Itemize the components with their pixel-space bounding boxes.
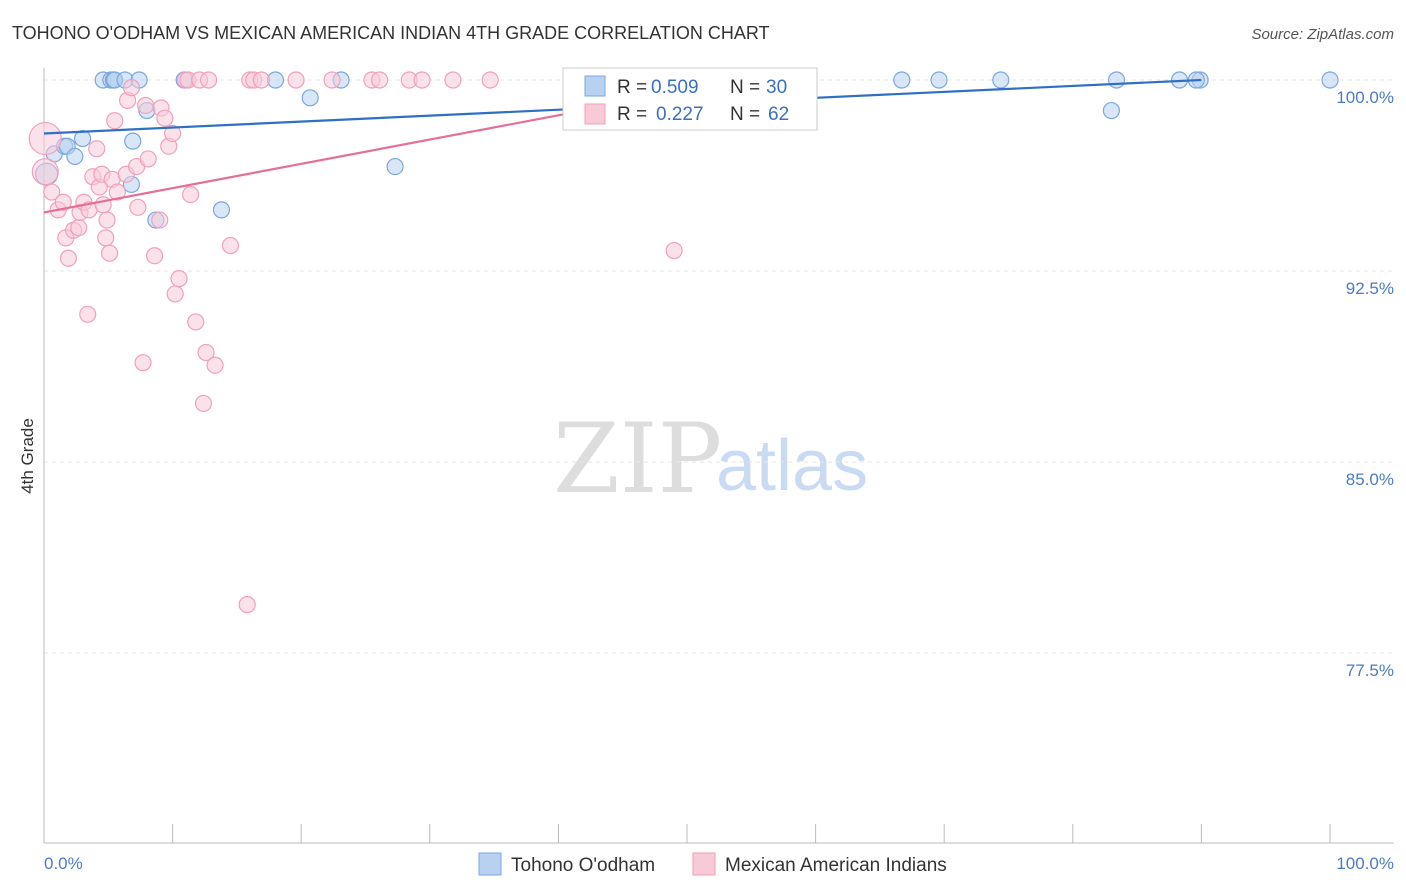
x-tick-label-right: 100.0% [1336,854,1394,873]
point-series1-2 [43,183,61,201]
series-legend-swatch-mexican [692,852,716,876]
point-series1-59 [413,71,431,89]
point-series0-21 [386,157,404,176]
legend-n-value-1: 30 [766,77,787,98]
point-series1-47 [200,71,218,89]
point-series1-32 [145,247,164,265]
stats-legend: R = 0.509 N = 30 R = 0.227 N = 62 [562,67,818,131]
point-series1-8 [70,219,88,237]
point-series1-55 [323,71,341,89]
scatter-points [28,71,1339,614]
legend-n-value-2: 62 [768,104,789,125]
point-series1-22 [106,112,124,130]
point-series1-53 [252,71,270,89]
point-series0-25 [992,71,1010,89]
watermark-atlas: atlas [716,426,868,506]
point-series0-31 [1321,71,1339,89]
point-series1-57 [371,71,389,89]
chart-title: TOHONO O'ODHAM VS MEXICAN AMERICAN INDIA… [12,23,770,43]
axes [43,68,1394,844]
point-series1-26 [122,79,141,97]
point-series1-11 [79,305,97,323]
point-series1-20 [100,244,119,262]
point-series1-29 [134,354,152,372]
legend-n-label-1: N = [730,77,760,98]
point-series1-39 [170,270,188,288]
y-tick-label-0: 100.0% [1336,88,1394,107]
point-series1-42 [182,186,200,204]
y-tick-label-1: 92.5% [1346,279,1394,298]
point-series1-19 [98,211,116,229]
point-series1-48 [206,356,224,374]
legend-swatch-tohono [584,75,606,97]
series-legend-swatch-tohono [478,852,502,876]
legend-swatch-mexican [584,103,606,125]
watermark-zip: ZIP [553,403,722,515]
point-series1-23 [108,183,126,201]
legend-r-value-1: 0.509 [651,77,699,98]
point-series1-35 [156,109,174,127]
point-series0-13 [124,132,142,150]
legend-r-label-1: R = [617,77,647,98]
y-tick-labels: 100.0% 92.5% 85.0% 77.5% [1336,88,1394,680]
point-series1-46 [197,343,215,362]
point-series1-31 [139,150,157,168]
point-series1-60 [444,71,462,89]
point-series0-23 [893,71,911,89]
series-legend-label-mexican: Mexican American Indians [725,855,947,876]
point-series1-38 [166,285,184,303]
point-series1-62 [665,242,683,260]
point-series1-61 [481,71,499,89]
point-series1-18 [97,229,115,247]
point-series0-17 [212,201,231,219]
point-series1-37 [164,124,182,143]
point-series1-30 [136,96,155,115]
legend-r-value-2: 0.227 [656,104,704,125]
point-series1-0 [28,121,62,156]
y-tick-label-2: 85.0% [1346,470,1394,489]
point-series0-27 [1102,101,1120,120]
point-series0-5 [73,129,92,148]
point-series1-50 [238,596,256,614]
point-series0-4 [66,147,84,165]
series-legend-label-tohono: Tohono O'odham [511,855,655,876]
x-tick-label-left: 0.0% [44,854,83,873]
legend-n-label-2: N = [730,104,760,125]
point-series1-49 [221,236,240,255]
point-series1-1 [31,158,59,186]
legend-r-label-2: R = [617,104,647,125]
point-series1-4 [54,193,72,211]
point-series1-43 [187,313,205,331]
y-tick-label-3: 77.5% [1346,661,1394,680]
watermark: ZIP atlas [553,403,868,515]
gridlines [44,79,1394,654]
point-series0-19 [301,89,319,107]
chart-source: Source: ZipAtlas.com [1251,26,1394,43]
point-series1-33 [151,211,169,229]
point-series1-14 [88,140,106,158]
trend-line-series1 [43,106,598,214]
series-legend: Tohono O'odham Mexican American Indians [478,852,947,876]
point-series1-28 [129,198,147,216]
point-series0-26 [1107,71,1126,89]
point-series1-54 [287,71,305,89]
point-series1-6 [59,249,78,267]
point-series1-45 [194,394,213,413]
point-series0-24 [930,71,948,89]
y-axis-label: 4th Grade [18,418,37,494]
